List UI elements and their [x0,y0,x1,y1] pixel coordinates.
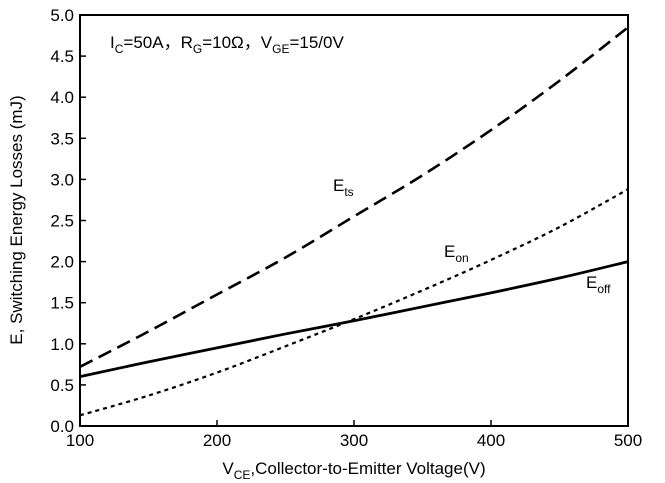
test-conditions: IC=50A，RG=10Ω，VGE=15/0V [110,33,344,56]
x-axis: 100 200 300 400 500 [66,420,642,450]
y-tick-label: 1.0 [50,335,74,354]
x-tick-label: 100 [66,431,94,450]
y-tick-label: 4.5 [50,47,74,66]
x-tick-label: 400 [477,431,505,450]
series-label-ets: Ets [333,176,354,199]
series-line-e-ts [79,26,629,368]
series-line-e-on [79,188,629,417]
x-tick-label: 300 [340,431,368,450]
y-tick-label: 0.5 [50,376,74,395]
series-group [79,26,629,417]
x-axis-label: VCE,Collector-to-Emitter Voltage(V) [222,459,485,482]
y-axis: 0.0 0.5 1.0 1.5 2.0 2.5 3.0 3.5 4.0 4.5 5.0 [50,6,86,436]
series-line-e-off [79,260,629,379]
y-tick-label: 3.5 [50,129,74,148]
x-tick-label: 500 [614,431,642,450]
y-tick-label: 0.0 [50,417,74,436]
y-tick-label: 5.0 [50,6,74,25]
y-tick-label: 2.5 [50,212,74,231]
series-label-eoff: Eoff [586,273,611,296]
y-tick-label: 1.5 [50,294,74,313]
y-axis-label: E, Switching Energy Losses (mJ) [7,95,26,344]
y-tick-label: 4.0 [50,88,74,107]
plot-area [79,14,629,427]
y-tick-label: 3.0 [50,170,74,189]
y-tick-label: 2.0 [50,253,74,272]
series-label-eon: Eon [444,242,469,265]
x-tick-label: 200 [203,431,231,450]
